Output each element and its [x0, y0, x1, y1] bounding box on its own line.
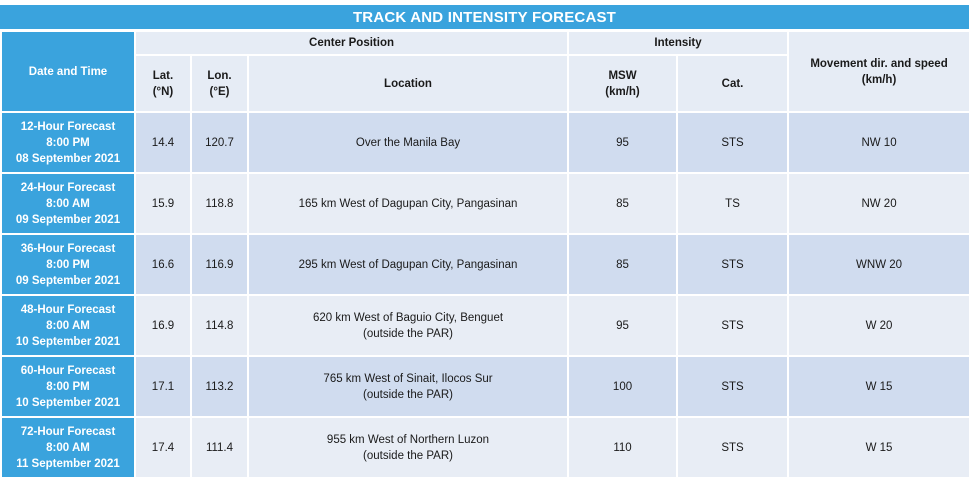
location-line1: 765 km West of Sinait, Ilocos Sur: [323, 372, 493, 385]
forecast-time: 8:00 AM: [46, 441, 90, 454]
movement-value: WNW 20: [787, 233, 971, 296]
forecast-date: 11 September 2021: [16, 457, 120, 470]
header-msw-line2: (km/h): [605, 85, 640, 98]
header-lat-line1: Lat.: [152, 69, 174, 82]
table-row: 60-Hour Forecast 8:00 PM 10 September 20…: [0, 355, 971, 418]
header-lat: Lat. (°N): [134, 54, 192, 113]
forecast-time: 8:00 PM: [46, 380, 90, 393]
lat-value: 17.1: [134, 355, 192, 418]
msw-value: 85: [567, 233, 679, 296]
forecast-period: 24-Hour Forecast: [20, 181, 116, 194]
category-value: STS: [676, 294, 790, 357]
header-lon-line1: Lon.: [207, 69, 232, 82]
lat-value: 15.9: [134, 172, 192, 235]
forecast-time: 8:00 AM: [46, 319, 90, 332]
forecast-date: 08 September 2021: [15, 152, 121, 165]
lon-value: 113.2: [190, 355, 249, 418]
location-line2: (outside the PAR): [363, 388, 453, 401]
forecast-datetime: 72-Hour Forecast 8:00 AM 11 September 20…: [0, 416, 136, 479]
lon-value: 118.8: [190, 172, 249, 235]
forecast-date: 10 September 2021: [15, 335, 121, 348]
header-intensity: Intensity: [567, 30, 790, 56]
movement-value: W 15: [787, 416, 971, 479]
lat-value: 14.4: [134, 111, 192, 174]
table-row: 48-Hour Forecast 8:00 AM 10 September 20…: [0, 294, 971, 357]
category-value: TS: [676, 172, 790, 235]
forecast-time: 8:00 PM: [46, 136, 90, 149]
header-movement: Movement dir. and speed (km/h): [787, 30, 971, 113]
location-value: 955 km West of Northern Luzon (outside t…: [246, 416, 570, 479]
location-line1: Over the Manila Bay: [355, 136, 461, 149]
table-row: 12-Hour Forecast 8:00 PM 08 September 20…: [0, 111, 971, 174]
forecast-date: 10 September 2021: [15, 396, 121, 409]
lat-value: 17.4: [134, 416, 192, 479]
header-movement-line1: Movement dir. and speed: [810, 57, 948, 70]
movement-value: NW 10: [787, 111, 971, 174]
header-center-position: Center Position: [133, 30, 570, 56]
forecast-period: 60-Hour Forecast: [20, 364, 116, 377]
lat-value: 16.9: [134, 294, 192, 357]
forecast-time: 8:00 PM: [46, 258, 90, 271]
movement-value: W 15: [787, 355, 971, 418]
lon-value: 111.4: [190, 416, 249, 479]
msw-value: 95: [567, 111, 679, 174]
forecast-period: 72-Hour Forecast: [20, 425, 116, 438]
forecast-datetime: 12-Hour Forecast 8:00 PM 08 September 20…: [0, 111, 136, 174]
forecast-datetime: 24-Hour Forecast 8:00 AM 09 September 20…: [0, 172, 136, 235]
forecast-time: 8:00 AM: [46, 197, 90, 210]
forecast-table: Date and Time Center Position Intensity …: [0, 30, 971, 479]
header-lon-line2: (°E): [209, 85, 230, 98]
lon-value: 120.7: [190, 111, 249, 174]
lat-value: 16.6: [134, 233, 192, 296]
msw-value: 95: [567, 294, 679, 357]
page-title: TRACK AND INTENSITY FORECAST: [0, 5, 969, 29]
msw-value: 100: [567, 355, 679, 418]
location-line2: (outside the PAR): [363, 327, 453, 340]
location-value: 295 km West of Dagupan City, Pangasinan: [246, 233, 570, 296]
table-row: 72-Hour Forecast 8:00 AM 11 September 20…: [0, 416, 971, 479]
msw-value: 85: [567, 172, 679, 235]
location-line1: 165 km West of Dagupan City, Pangasinan: [298, 197, 518, 210]
forecast-period: 36-Hour Forecast: [20, 242, 116, 255]
msw-value: 110: [567, 416, 679, 479]
location-value: 765 km West of Sinait, Ilocos Sur (outsi…: [246, 355, 570, 418]
location-line1: 955 km West of Northern Luzon: [326, 433, 490, 446]
category-value: STS: [676, 233, 790, 296]
location-line1: 295 km West of Dagupan City, Pangasinan: [298, 258, 518, 271]
category-value: STS: [676, 416, 790, 479]
header-lat-line2: (°N): [152, 85, 174, 98]
movement-value: W 20: [787, 294, 971, 357]
location-line2: (outside the PAR): [363, 449, 453, 462]
lon-value: 116.9: [190, 233, 249, 296]
header-movement-line2: (km/h): [861, 73, 897, 86]
forecast-datetime: 36-Hour Forecast 8:00 PM 09 September 20…: [0, 233, 136, 296]
forecast-datetime: 48-Hour Forecast 8:00 AM 10 September 20…: [0, 294, 136, 357]
header-msw-line1: MSW: [608, 69, 637, 82]
movement-value: NW 20: [787, 172, 971, 235]
table-row: 24-Hour Forecast 8:00 AM 09 September 20…: [0, 172, 971, 235]
lon-value: 114.8: [190, 294, 249, 357]
forecast-period: 12-Hour Forecast: [20, 120, 116, 133]
header-cat: Cat.: [676, 54, 790, 113]
table-row: 36-Hour Forecast 8:00 PM 09 September 20…: [0, 233, 971, 296]
forecast-date: 09 September 2021: [15, 213, 121, 226]
header-msw: MSW (km/h): [567, 54, 679, 113]
category-value: STS: [676, 355, 790, 418]
header-lon: Lon. (°E): [190, 54, 249, 113]
forecast-period: 48-Hour Forecast: [20, 303, 116, 316]
location-value: 620 km West of Baguio City, Benguet (out…: [246, 294, 570, 357]
location-value: Over the Manila Bay: [246, 111, 570, 174]
forecast-datetime: 60-Hour Forecast 8:00 PM 10 September 20…: [0, 355, 136, 418]
header-location: Location: [246, 54, 570, 113]
header-date-time: Date and Time: [0, 30, 136, 113]
forecast-date: 09 September 2021: [15, 274, 121, 287]
location-value: 165 km West of Dagupan City, Pangasinan: [246, 172, 570, 235]
location-line1: 620 km West of Baguio City, Benguet: [312, 311, 504, 324]
category-value: STS: [676, 111, 790, 174]
